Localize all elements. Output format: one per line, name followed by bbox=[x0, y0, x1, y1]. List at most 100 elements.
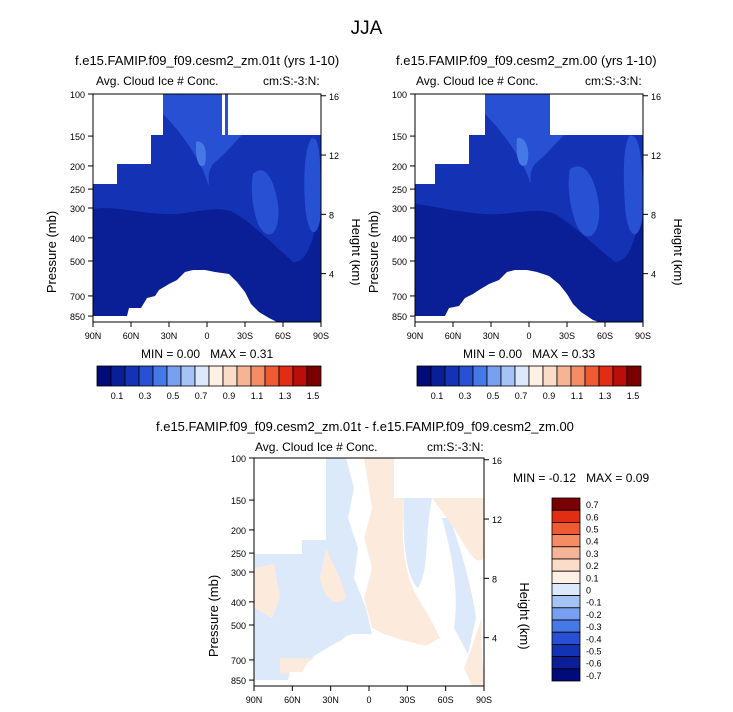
colorbar-swatch bbox=[278, 365, 294, 387]
panel1-ylabel-right: Height (km) bbox=[349, 218, 360, 285]
colorbar-swatch bbox=[250, 365, 266, 387]
colorbar-swatch bbox=[152, 365, 168, 387]
colorbar-label: 0.2 bbox=[586, 561, 599, 571]
colorbar-swatch bbox=[514, 365, 530, 387]
height-tick-label: 16 bbox=[329, 92, 339, 102]
colorbar-swatch bbox=[542, 365, 558, 387]
colorbar-swatch bbox=[551, 619, 581, 633]
colorbar-swatch bbox=[551, 643, 581, 657]
y-tick-label: 150 bbox=[70, 132, 85, 142]
y-tick-label: 300 bbox=[392, 204, 407, 214]
diff-stats: MIN = -0.12 MAX = 0.09 bbox=[513, 471, 649, 485]
colorbar-swatch bbox=[584, 365, 600, 387]
panel1-plot: Pressure (mb) Height (km) 100 150 200 250 30… bbox=[44, 90, 360, 341]
y-tick-label: 700 bbox=[231, 656, 246, 666]
colorbar-label: -0.1 bbox=[586, 598, 602, 608]
colorbar-label: 1.5 bbox=[307, 391, 320, 401]
colorbar-swatch bbox=[138, 365, 154, 387]
panel2-land-mask bbox=[415, 270, 599, 322]
colorbar-swatch bbox=[458, 365, 474, 387]
colorbar-swatch bbox=[430, 365, 446, 387]
colorbar-swatch bbox=[551, 631, 581, 645]
colorbar-swatch bbox=[556, 365, 572, 387]
colorbar-label: 1.3 bbox=[279, 391, 292, 401]
colorbar-label: 0.9 bbox=[223, 391, 236, 401]
colorbar-label: 0.7 bbox=[515, 391, 528, 401]
colorbar-swatch bbox=[551, 558, 581, 572]
diff-colorbar: 0.7 0.6 0.5 0.4 0.3 0.2 0.1 0 -0.1 -0.2 -0.3 -0.4 -0… bbox=[551, 497, 602, 682]
height-tick-label: 8 bbox=[651, 210, 656, 220]
colorbar-label: 0.6 bbox=[586, 512, 599, 522]
colorbar-label: 0.1 bbox=[586, 573, 599, 583]
panel2-min-value: 0.00 bbox=[498, 347, 523, 361]
panel1-max-value: 0.31 bbox=[249, 347, 274, 361]
x-tick-label: 60N bbox=[445, 331, 462, 341]
diff-min-value: -0.12 bbox=[548, 471, 577, 485]
colorbar-swatch bbox=[551, 546, 581, 560]
diff-variable-label: Avg. Cloud Ice # Conc. bbox=[255, 440, 378, 454]
diff-max-value: 0.09 bbox=[625, 471, 650, 485]
colorbar-swatch bbox=[292, 365, 308, 387]
height-tick-label: 16 bbox=[492, 456, 502, 466]
x-tick-label: 30N bbox=[322, 695, 339, 705]
colorbar-swatch bbox=[306, 365, 322, 387]
colorbar-swatch bbox=[124, 365, 140, 387]
colorbar-swatch bbox=[110, 365, 126, 387]
y-tick-label: 150 bbox=[231, 496, 246, 506]
x-tick-label: 90N bbox=[85, 331, 102, 341]
colorbar-label: 0.1 bbox=[111, 391, 124, 401]
colorbar-swatch bbox=[208, 365, 224, 387]
colorbar-label: 0.3 bbox=[139, 391, 152, 401]
colorbar-swatch bbox=[551, 509, 581, 523]
height-tick-label: 4 bbox=[492, 634, 497, 644]
colorbar-label: -0.3 bbox=[586, 622, 602, 632]
colorbar-swatch bbox=[416, 365, 432, 387]
x-tick-label: 60S bbox=[438, 695, 454, 705]
colorbar-label: 1.1 bbox=[251, 391, 264, 401]
colorbar-label: 0.1 bbox=[431, 391, 444, 401]
panel2-ylabel-right: Height (km) bbox=[671, 218, 682, 285]
height-tick-label: 16 bbox=[651, 92, 661, 102]
y-tick-label: 400 bbox=[392, 234, 407, 244]
panel2-colorbar: 0.1 0.3 0.5 0.7 0.9 1.1 1.3 1.5 bbox=[416, 365, 642, 401]
panel1-field-right bbox=[251, 170, 279, 235]
diff-max-label: MAX = bbox=[586, 471, 623, 485]
x-tick-label: 0 bbox=[526, 331, 531, 341]
y-tick-label: 850 bbox=[70, 312, 85, 322]
y-tick-label: 250 bbox=[392, 185, 407, 195]
x-tick-label: 30S bbox=[559, 331, 575, 341]
height-tick-label: 4 bbox=[651, 270, 656, 280]
colorbar-swatch bbox=[486, 365, 502, 387]
colorbar-swatch bbox=[551, 607, 581, 621]
y-tick-label: 700 bbox=[70, 292, 85, 302]
diff-plot: Pressure (mb) Height (km) 100 150 200 250 30… bbox=[206, 454, 530, 705]
colorbar-swatch bbox=[551, 521, 581, 535]
y-tick-label: 400 bbox=[70, 234, 85, 244]
colorbar-swatch bbox=[166, 365, 182, 387]
diff-ylabel: Pressure (mb) bbox=[206, 575, 221, 657]
panel2-plot: Pressure (mb) Height (km) 100 150 200 250 30… bbox=[366, 90, 682, 341]
colorbar-swatch bbox=[500, 365, 516, 387]
panel2-units-label: cm:S:-3:N: bbox=[585, 74, 642, 88]
panel1-colorbar: 0.1 0.3 0.5 0.7 0.9 1.1 1.3 1.5 bbox=[96, 365, 322, 401]
height-tick-label: 12 bbox=[492, 515, 502, 525]
y-tick-label: 500 bbox=[231, 621, 246, 631]
colorbar-label: 0.3 bbox=[459, 391, 472, 401]
x-tick-label: 90S bbox=[313, 331, 329, 341]
x-tick-label: 60S bbox=[597, 331, 613, 341]
colorbar-swatch bbox=[570, 365, 586, 387]
colorbar-label: 0.7 bbox=[195, 391, 208, 401]
colorbar-label: -0.7 bbox=[586, 671, 602, 681]
panel1-min-value: 0.00 bbox=[176, 347, 201, 361]
height-tick-label: 4 bbox=[329, 270, 334, 280]
panel1-field-core bbox=[195, 141, 206, 167]
panel2-ylabel: Pressure (mb) bbox=[366, 211, 381, 293]
colorbar-swatch bbox=[598, 365, 614, 387]
y-tick-label: 200 bbox=[70, 162, 85, 172]
x-tick-label: 30S bbox=[399, 695, 415, 705]
y-tick-label: 300 bbox=[70, 204, 85, 214]
x-tick-label: 0 bbox=[366, 695, 371, 705]
x-tick-label: 60S bbox=[275, 331, 291, 341]
x-tick-label: 0 bbox=[204, 331, 209, 341]
colorbar-label: 1.5 bbox=[627, 391, 640, 401]
